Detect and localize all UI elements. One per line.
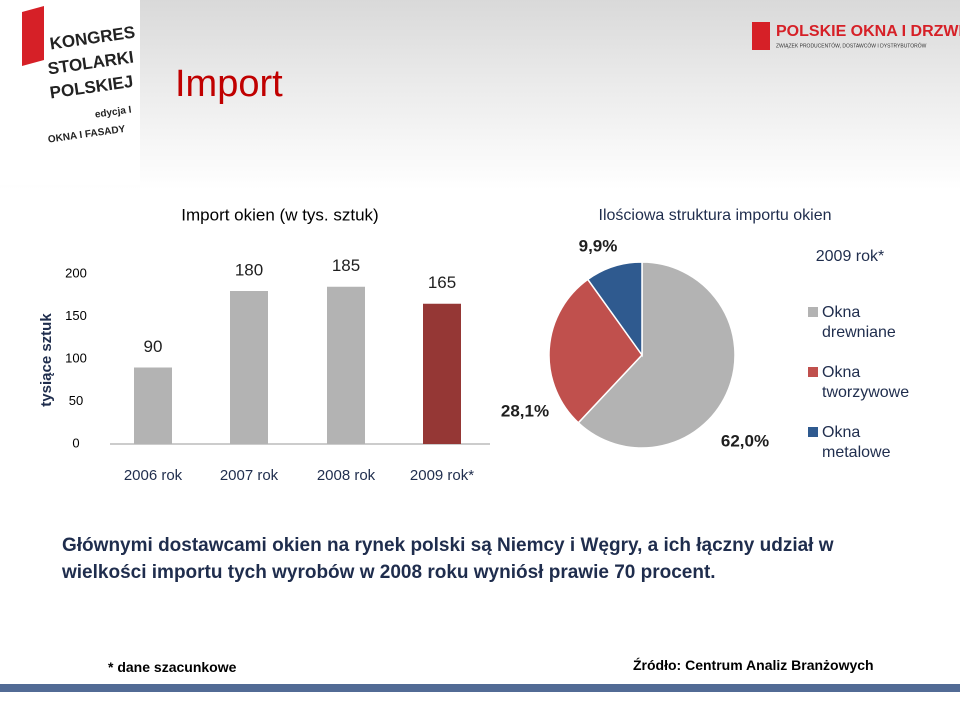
data-label: 185 <box>332 256 360 275</box>
data-label: 9,9% <box>579 236 618 255</box>
x-tick-label: 2009 rok* <box>410 467 474 484</box>
legend-swatch <box>808 367 818 377</box>
source: Źródło: Centrum Analiz Branżowych <box>633 657 874 673</box>
logo-mark <box>752 22 770 50</box>
y-tick-label: 150 <box>65 308 87 323</box>
chart-title: Import okien (w tys. sztuk) <box>181 205 378 224</box>
y-tick-label: 0 <box>72 435 79 450</box>
legend-label: Okna drewniane <box>822 304 896 341</box>
y-tick-label: 50 <box>69 393 83 408</box>
bar <box>230 291 268 444</box>
x-tick-label: 2008 rok <box>317 467 376 484</box>
footnote: * dane szacunkowe <box>108 659 237 675</box>
data-label: 62,0% <box>721 431 769 450</box>
footer-bar <box>0 684 960 692</box>
bar <box>134 367 172 444</box>
legend-label: Okna tworzywowe <box>822 364 910 401</box>
logo-right: POLSKIE OKNA I DRZWI <box>776 23 960 40</box>
data-label: 28,1% <box>501 401 549 420</box>
pie-slice <box>586 261 643 358</box>
x-tick-label: 2007 rok <box>220 467 279 484</box>
legend-swatch <box>808 427 818 437</box>
pie-slice <box>577 261 736 449</box>
slide-title: Import <box>175 63 283 105</box>
logo-line: edycja I <box>94 105 132 121</box>
body-text: Głównymi dostawcami okien na rynek polsk… <box>62 535 834 583</box>
x-tick-label: 2006 rok <box>124 467 183 484</box>
data-label: 180 <box>235 260 263 279</box>
chart-title: Ilościowa struktura importu okien <box>599 207 832 224</box>
logo-mark <box>22 6 44 66</box>
pie-slice <box>548 278 643 424</box>
chart-subtitle: 2009 rok* <box>816 248 885 265</box>
data-label: 165 <box>428 273 456 292</box>
y-tick-label: 100 <box>65 350 87 365</box>
legend-label: Okna metalowe <box>822 424 891 461</box>
legend-swatch <box>808 307 818 317</box>
bar <box>327 286 365 444</box>
y-axis-label: tysiące sztuk <box>38 313 55 407</box>
data-label: 90 <box>144 337 163 356</box>
bar <box>423 303 461 444</box>
logo-right-sub: ZWIĄZEK PRODUCENTÓW, DOSTAWCÓW I DYSTRYB… <box>776 42 927 49</box>
y-tick-label: 200 <box>65 265 87 280</box>
